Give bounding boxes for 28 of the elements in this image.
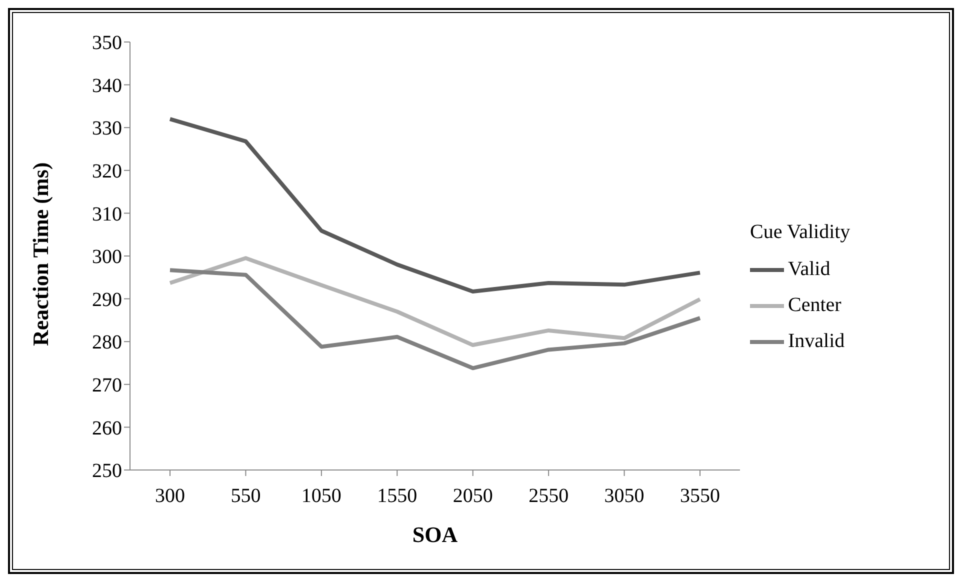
x-tick-label: 2550 bbox=[528, 485, 569, 508]
legend-label: Valid bbox=[788, 258, 830, 281]
y-tick-label: 260 bbox=[92, 417, 122, 440]
y-tick-label: 320 bbox=[92, 160, 122, 182]
legend-label: Center bbox=[788, 294, 842, 317]
y-tick-label: 350 bbox=[92, 32, 122, 54]
line-series bbox=[168, 268, 702, 370]
x-tick-label: 1050 bbox=[301, 485, 342, 508]
y-tick-label: 280 bbox=[92, 332, 122, 354]
x-tick-label: 300 bbox=[155, 485, 185, 508]
y-tick-label: 300 bbox=[92, 246, 122, 268]
y-tick-label: 340 bbox=[92, 74, 122, 97]
x-tick-label: 3050 bbox=[604, 485, 644, 508]
line-series bbox=[168, 117, 702, 294]
y-tick-label: 270 bbox=[92, 374, 122, 396]
x-tick-label: 550 bbox=[230, 485, 261, 508]
y-tick-label: 250 bbox=[92, 460, 122, 482]
x-tick-label: 2050 bbox=[452, 485, 493, 508]
x-tick-label: 1550 bbox=[377, 485, 418, 508]
x-tick-label: 3550 bbox=[680, 485, 720, 508]
legend-title: Cue Validity bbox=[750, 220, 852, 244]
y-tick-label: 330 bbox=[92, 118, 122, 140]
y-tick-label: 290 bbox=[92, 288, 122, 311]
legend-label: Invalid bbox=[788, 330, 845, 353]
y-tick-label: 310 bbox=[92, 203, 122, 226]
x-axis-title: SOA bbox=[412, 522, 458, 547]
y-axis-title: Reaction Time (ms) bbox=[28, 162, 53, 346]
line-series bbox=[168, 256, 702, 348]
